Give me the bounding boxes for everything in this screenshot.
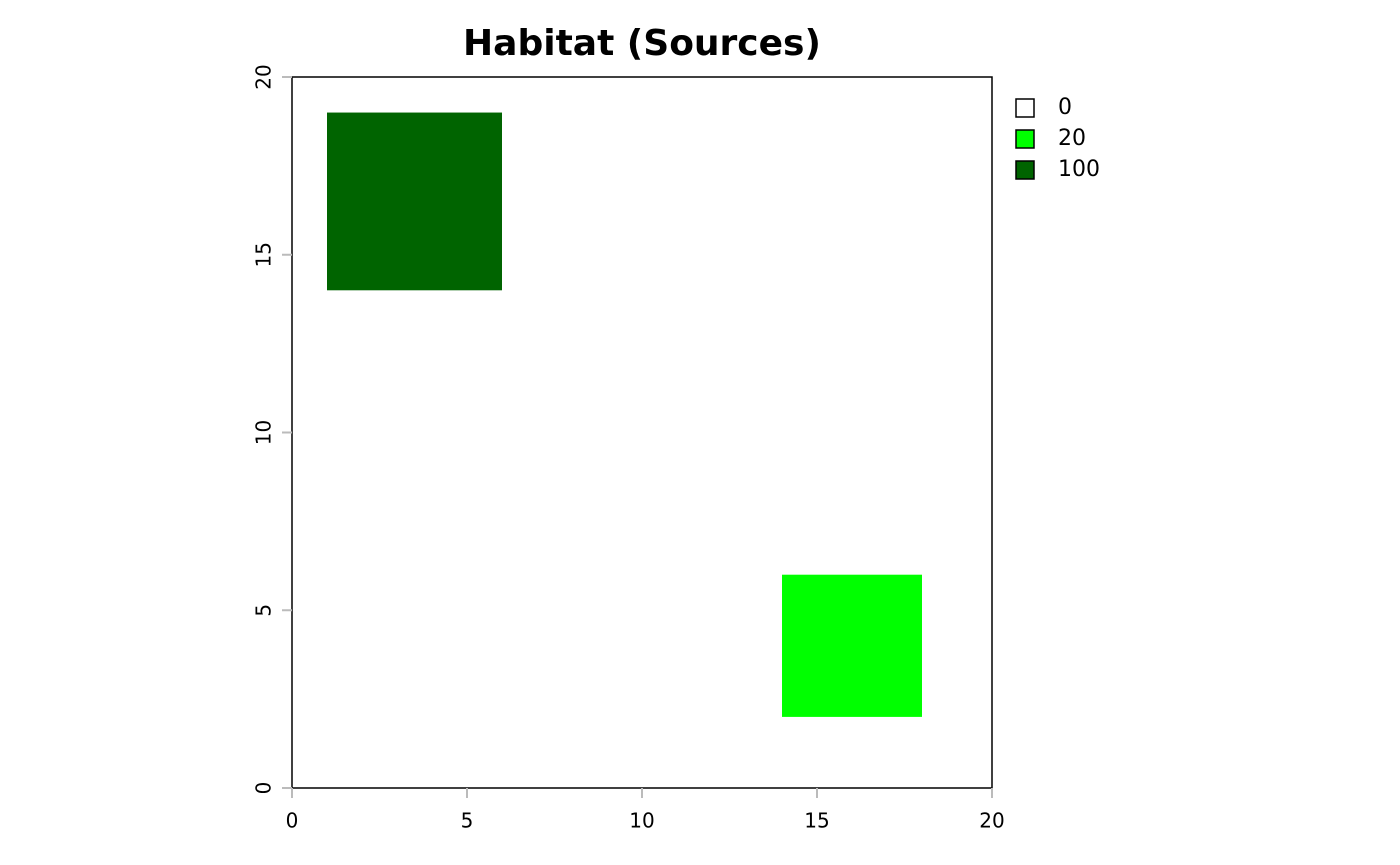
x-tick-label: 5 [461,809,474,833]
y-tick-label: 15 [252,242,276,267]
x-tick-label: 0 [286,809,299,833]
legend-label: 0 [1058,95,1072,120]
raster-cell [327,112,502,291]
x-tick-label: 20 [979,809,1004,833]
y-tick-label: 10 [252,420,276,445]
raster-cell [782,574,922,717]
y-tick-label: 20 [252,64,276,89]
chart-title: Habitat (Sources) [463,23,821,64]
legend-swatch [1015,129,1035,149]
y-tick-label: 0 [252,782,276,795]
x-tick-label: 10 [629,809,654,833]
legend-swatch [1015,160,1035,180]
x-tick-label: 15 [804,809,829,833]
legend-label: 100 [1058,157,1100,182]
legend-swatch [1015,98,1035,118]
legend-label: 20 [1058,126,1086,151]
y-tick-label: 5 [252,604,276,617]
